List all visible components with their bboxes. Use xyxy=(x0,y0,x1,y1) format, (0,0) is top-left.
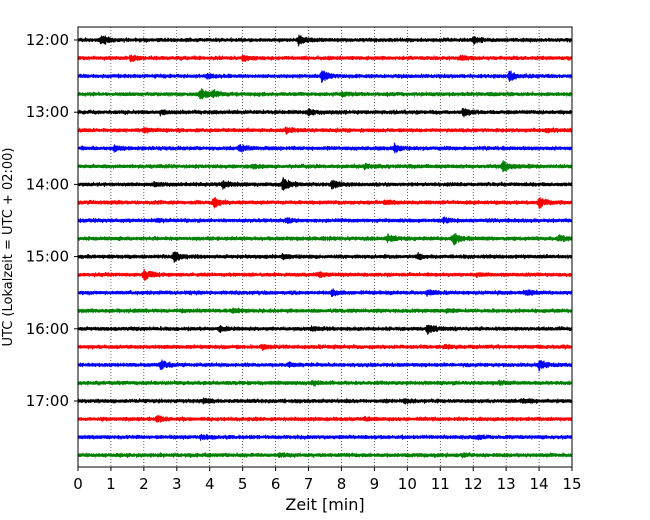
x-tick-label: 4 xyxy=(205,475,215,493)
x-tick-label: 5 xyxy=(238,475,248,493)
seismic-trace xyxy=(77,34,573,47)
grid-lines xyxy=(110,27,540,467)
seismic-trace xyxy=(77,177,573,191)
seismic-trace xyxy=(77,433,573,441)
seismic-trace xyxy=(77,88,573,100)
x-tick-label: 3 xyxy=(172,475,182,493)
seismic-trace xyxy=(77,160,573,173)
x-axis-label: Zeit [min] xyxy=(285,495,364,514)
x-tick-label: 13 xyxy=(497,475,516,493)
x-axis-ticks: 0 1 2 3 4 5 6 7 8 9 10 11 12 13 14 15 xyxy=(73,467,582,493)
seismic-trace xyxy=(77,232,573,246)
y-tick-label: 15:00 xyxy=(26,248,69,266)
x-tick-label: 14 xyxy=(530,475,549,493)
y-tick-label: 17:00 xyxy=(26,392,69,410)
y-tick-label: 13:00 xyxy=(26,103,69,121)
x-tick-label: 8 xyxy=(337,475,347,493)
x-tick-label: 10 xyxy=(398,475,417,493)
y-tick-label: 16:00 xyxy=(26,320,69,338)
seismic-trace xyxy=(77,452,573,459)
seismic-trace xyxy=(77,268,573,281)
x-tick-label: 9 xyxy=(370,475,380,493)
y-tick-label: 12:00 xyxy=(26,31,69,49)
seismic-trace xyxy=(77,251,573,263)
seismic-trace xyxy=(77,379,573,387)
x-tick-label: 1 xyxy=(106,475,116,493)
seismic-trace xyxy=(77,196,573,209)
seismic-trace xyxy=(77,54,573,63)
x-tick-label: 11 xyxy=(431,475,450,493)
seismic-trace xyxy=(77,343,573,351)
y-axis-ticks: 12:00 13:00 14:00 15:00 16:00 17:00 xyxy=(26,31,78,410)
plot-frame xyxy=(77,26,573,468)
seismic-trace xyxy=(77,414,573,423)
seismic-trace xyxy=(77,307,573,314)
seismic-trace xyxy=(77,288,573,298)
seismic-trace xyxy=(77,70,573,83)
y-axis-label: UTC (Lokalzeit = UTC + 02:00) xyxy=(1,148,16,347)
x-tick-label: 7 xyxy=(304,475,314,493)
x-tick-label: 12 xyxy=(464,475,483,493)
x-tick-label: 0 xyxy=(73,475,83,493)
seismic-trace xyxy=(77,142,573,154)
seismic-trace xyxy=(77,359,573,372)
seismic-trace xyxy=(77,126,573,135)
x-tick-label: 2 xyxy=(139,475,149,493)
traces xyxy=(77,34,573,459)
seismic-trace xyxy=(77,108,573,118)
seismic-trace xyxy=(77,216,573,225)
seismic-trace xyxy=(77,397,573,405)
seismic-trace xyxy=(77,324,573,335)
x-tick-label: 6 xyxy=(271,475,281,493)
y-tick-label: 14:00 xyxy=(26,175,69,193)
x-tick-label: 15 xyxy=(562,475,581,493)
